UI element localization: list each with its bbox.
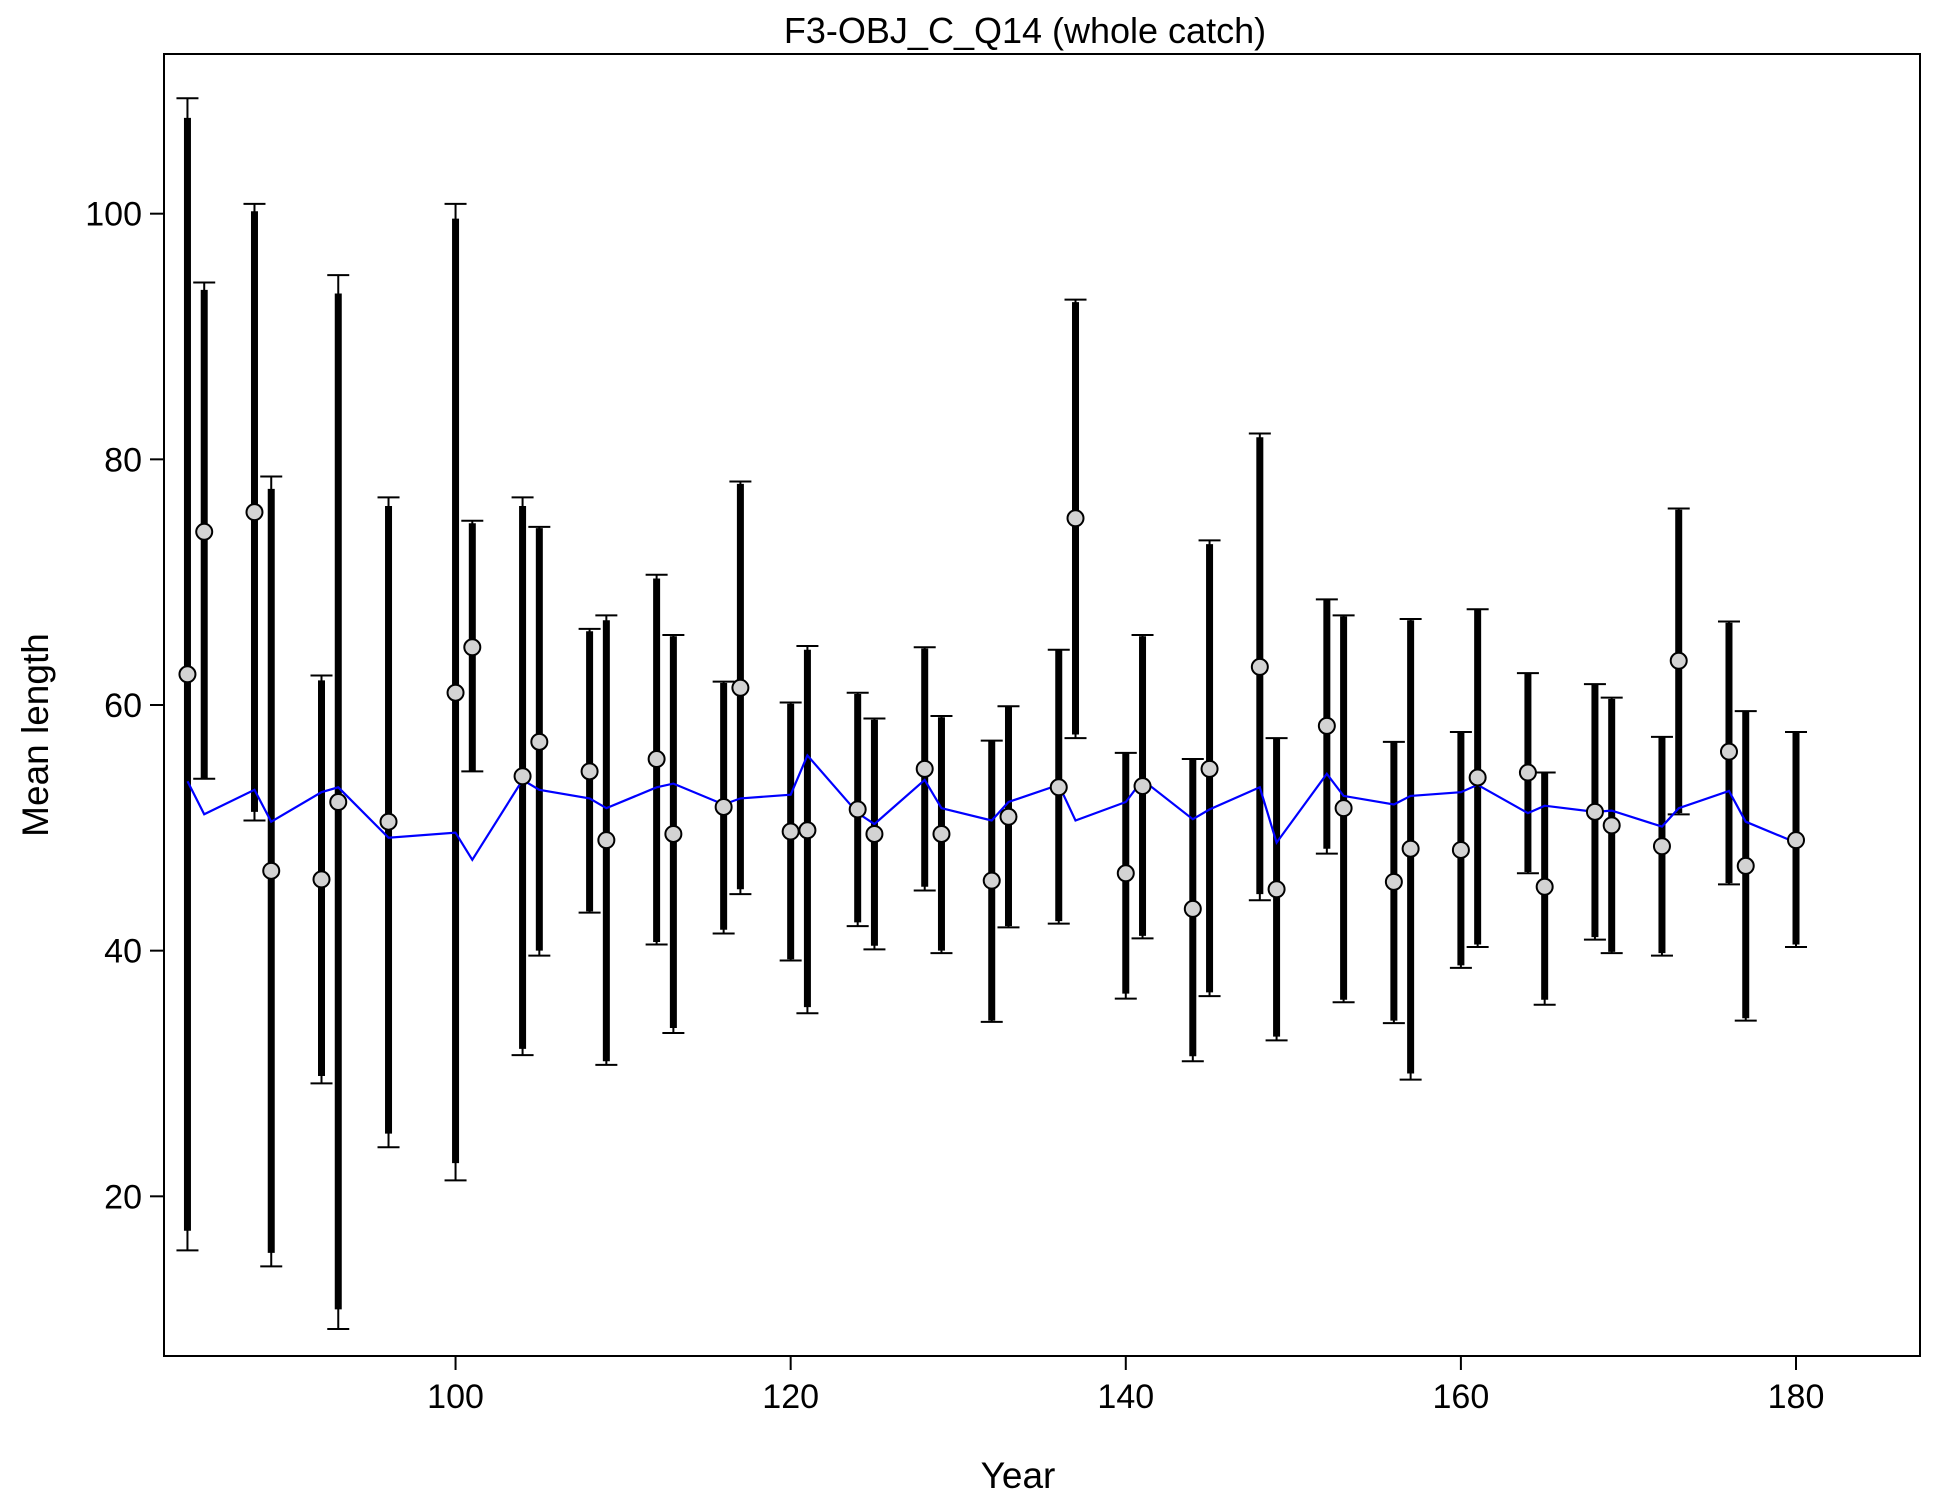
observed-point [1183,899,1202,918]
y-tick-label: 100 [85,196,142,234]
observed-point [1049,778,1068,797]
observed-point [865,824,884,843]
observed-point [1133,777,1152,796]
observed-point [1200,759,1219,778]
observed-point [647,750,666,769]
observed-point [1518,763,1537,782]
x-tick-label: 180 [1768,1378,1825,1416]
x-tick-label: 100 [427,1378,484,1416]
y-tick-label: 60 [104,687,142,725]
observed-point [379,812,398,831]
observed-point [1451,840,1470,859]
observed-point [1116,864,1135,883]
x-axis-label: Year [981,1455,1056,1496]
y-tick-label: 80 [104,441,142,479]
observed-point [915,759,934,778]
observed-point [1066,509,1085,528]
observed-point [178,665,197,684]
observed-point [530,732,549,751]
expected-series-line [186,753,1797,862]
y-tick-label: 20 [104,1178,142,1216]
observed-point [1585,802,1604,821]
observed-point [1719,742,1738,761]
observed-point [580,762,599,781]
observed-point [1669,651,1688,670]
x-tick-label: 120 [762,1378,819,1416]
plot-frame [163,53,1921,1357]
observed-point [664,824,683,843]
observed-point [932,824,951,843]
observed-point [262,861,281,880]
observed-point [1384,872,1403,891]
observed-point [1250,657,1269,676]
observed-point [1535,877,1554,896]
observed-point [1652,837,1671,856]
observed-point [781,822,800,841]
observed-point [329,793,348,812]
observed-point [1317,716,1336,735]
observed-point [982,871,1001,890]
chart-title: F3-OBJ_C_Q14 (whole catch) [784,10,1266,51]
y-axis-label: Mean length [15,633,56,837]
observed-point [1267,880,1286,899]
observed-point [1602,816,1621,835]
x-tick-label: 160 [1433,1378,1490,1416]
observed-point [848,800,867,819]
observed-point [1736,856,1755,875]
observed-point [731,678,750,697]
x-axis: 100 120 140 160 180 [427,1356,1824,1416]
observed-point [798,821,817,840]
observed-point [1468,768,1487,787]
x-tick-label: 140 [1097,1378,1154,1416]
observed-point [1334,799,1353,818]
observed-point [312,870,331,889]
y-tick-label: 40 [104,933,142,971]
observed-point [597,831,616,850]
observed-point [463,638,482,657]
observed-point [999,807,1018,826]
observed-point [1787,831,1806,850]
observed-points [178,503,1806,918]
observed-point [714,797,733,816]
observed-point [1401,839,1420,858]
observed-point [195,522,214,541]
error-bars [176,97,1808,1330]
observed-point [446,683,465,702]
y-axis: 20 40 60 80 100 [85,196,164,1216]
observed-point [513,767,532,786]
observed-point [245,503,264,522]
